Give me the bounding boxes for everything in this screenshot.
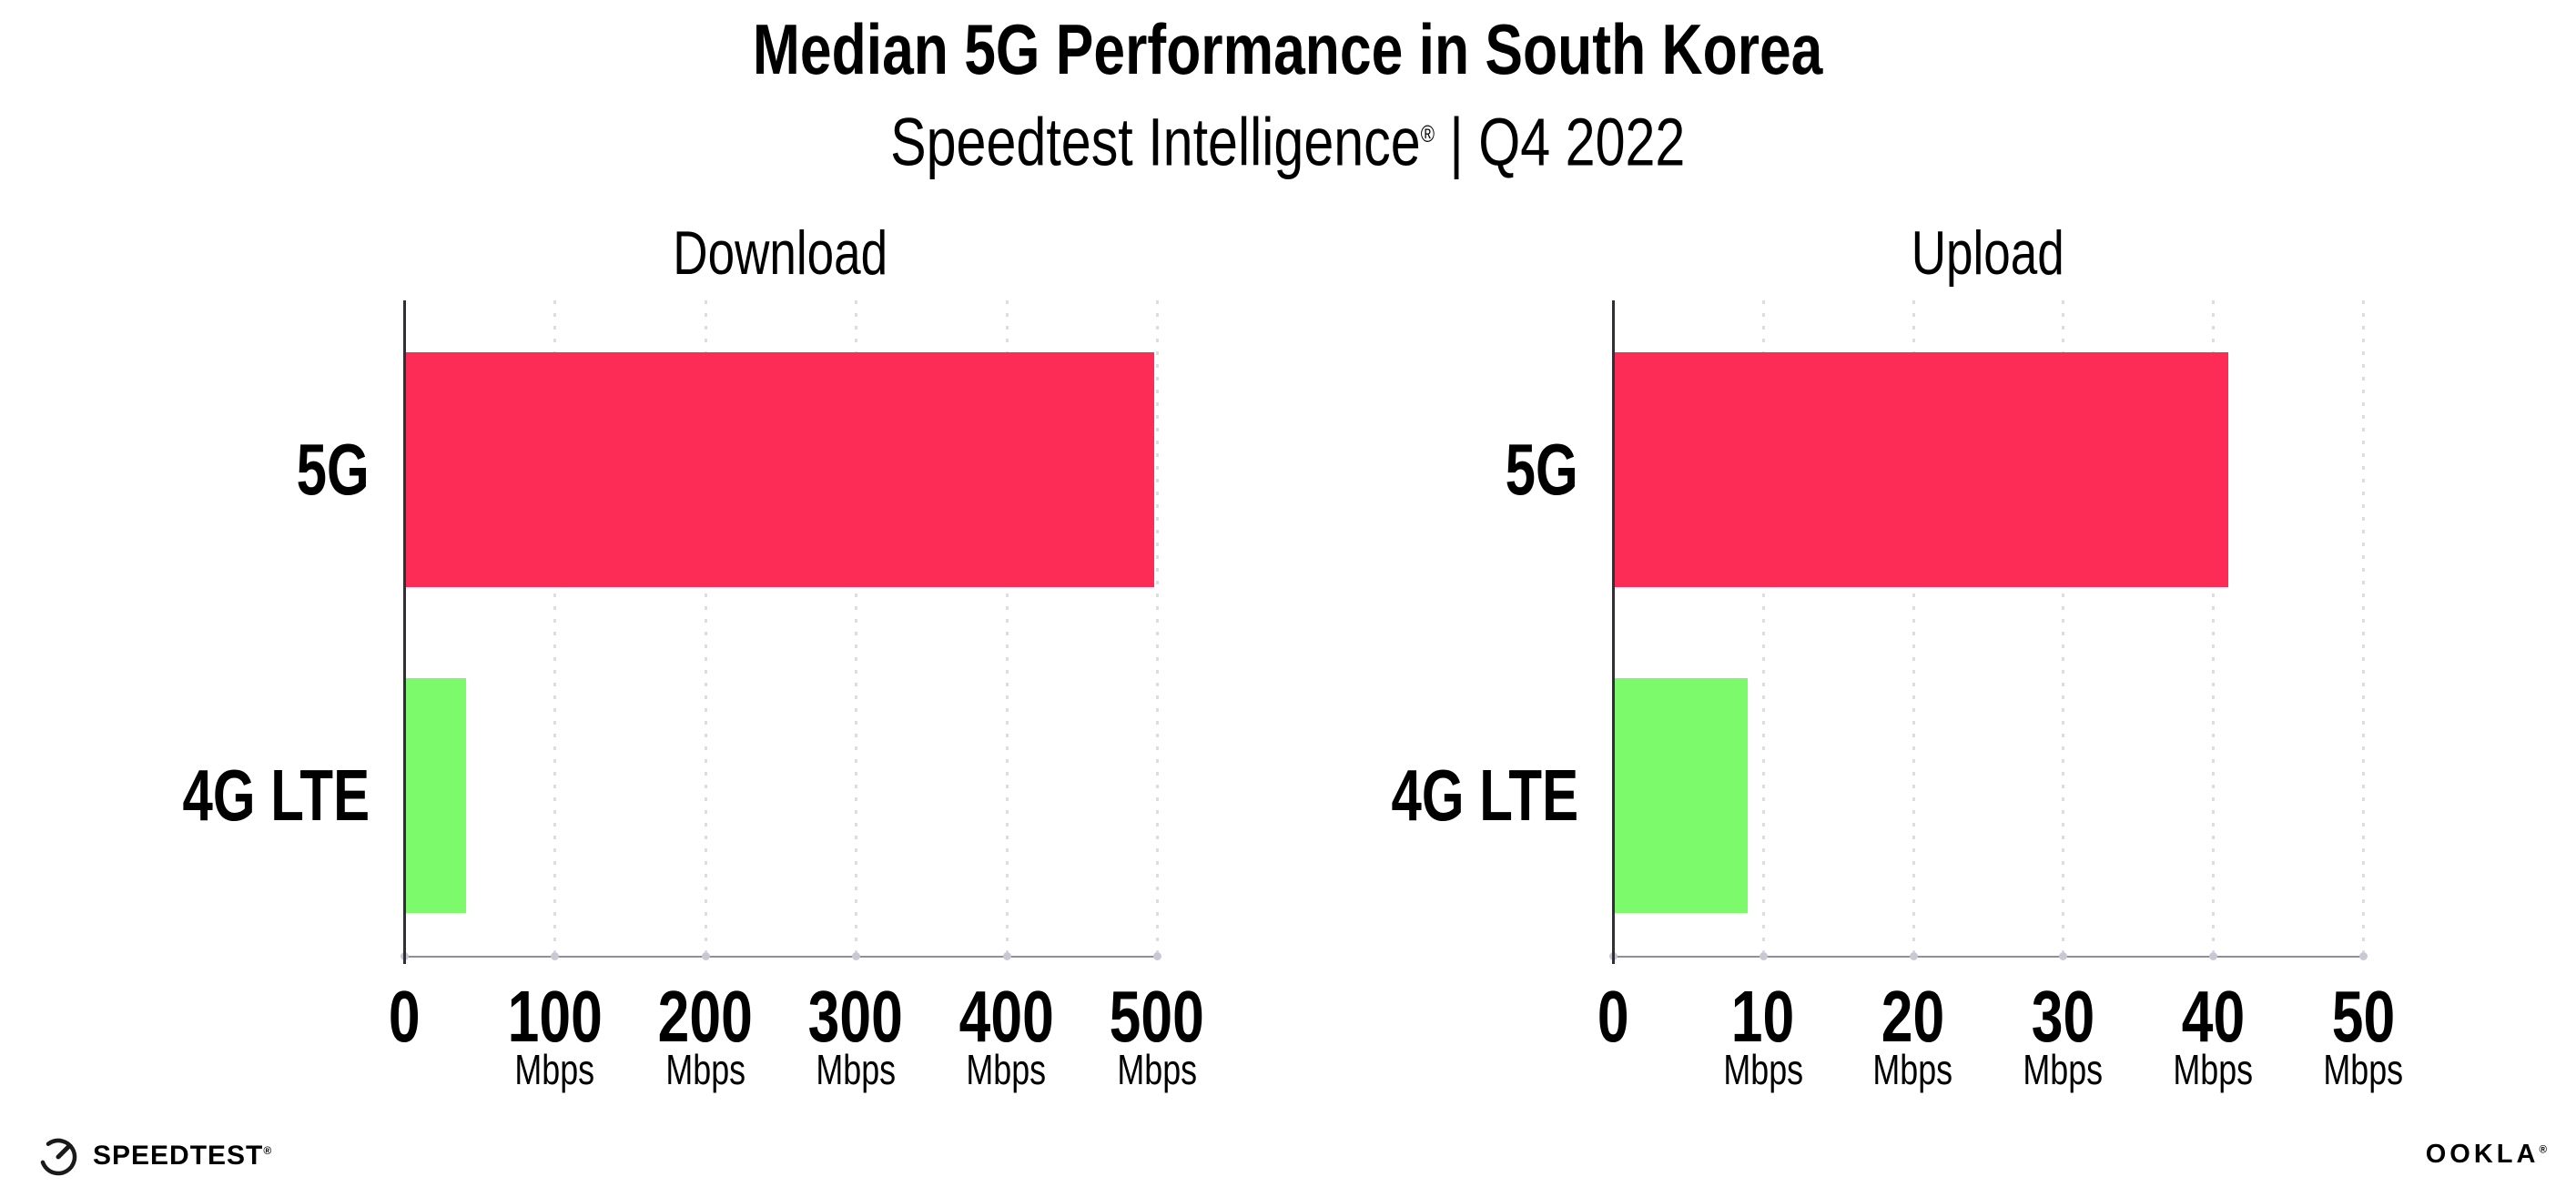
- tick-label-text: 500: [1109, 976, 1205, 1057]
- tick-label-200: 200: [569, 979, 842, 1055]
- gridline-10: [1761, 300, 1765, 957]
- category-label-text: 4G LTE: [1391, 755, 1578, 836]
- tick-unit-200: Mbps: [569, 1047, 842, 1092]
- chart-title-upload: Upload: [1624, 217, 2352, 289]
- tick-unit-text: Mbps: [664, 1046, 745, 1093]
- category-label-4g-lte: 4G LTE: [0, 748, 370, 843]
- gridline-300: [855, 300, 858, 957]
- tick-label-0: 0: [268, 979, 541, 1055]
- chart-title-download: Download: [417, 217, 1145, 289]
- tick-unit-text: Mbps: [1722, 1046, 1803, 1093]
- chart-title-text: Download: [673, 218, 888, 288]
- tick-label-10: 10: [1627, 979, 1900, 1055]
- bar-5g: [1614, 352, 2228, 587]
- tick-unit-text: Mbps: [2173, 1046, 2254, 1093]
- speedtest-logo: SPEEDTEST®: [36, 1131, 272, 1182]
- gridline-100: [553, 300, 557, 957]
- axis-dot-20: [1909, 952, 1918, 960]
- tick-unit-500: Mbps: [1020, 1047, 1293, 1092]
- axis-dot-300: [852, 952, 861, 960]
- tick-unit-10: Mbps: [1627, 1047, 1900, 1092]
- tick-label-text: 50: [2331, 976, 2395, 1057]
- tick-unit-400: Mbps: [870, 1047, 1143, 1092]
- axis-dot-10: [1759, 952, 1768, 960]
- ookla-registered-mark: ®: [2539, 1143, 2547, 1156]
- category-label-text: 5G: [1505, 429, 1578, 510]
- tick-unit-300: Mbps: [719, 1047, 992, 1092]
- tick-label-text: 30: [2031, 976, 2095, 1057]
- tick-label-text: 40: [2181, 976, 2245, 1057]
- tick-unit-100: Mbps: [418, 1047, 691, 1092]
- tick-label-500: 500: [1020, 979, 1293, 1055]
- page-title: Median 5G Performance in South Korea: [753, 9, 1823, 89]
- bar-5g: [405, 352, 1154, 587]
- y-axis-line: [1612, 300, 1615, 964]
- tick-label-40: 40: [2076, 979, 2349, 1055]
- category-label-4g-lte: 4G LTE: [1069, 748, 1578, 843]
- subtitle-brand: Speedtest Intelligence: [890, 104, 1421, 180]
- tick-unit-text: Mbps: [2023, 1046, 2104, 1093]
- tick-unit-text: Mbps: [816, 1046, 897, 1093]
- tick-label-text: 400: [958, 976, 1054, 1057]
- plot-area-upload: [1609, 300, 2368, 964]
- tick-label-300: 300: [719, 979, 992, 1055]
- tick-label-0: 0: [1476, 979, 1749, 1055]
- tick-label-30: 30: [1926, 979, 2199, 1055]
- gridline-500: [1156, 300, 1159, 957]
- x-axis-line: [404, 956, 1157, 958]
- tick-label-text: 20: [1881, 976, 1945, 1057]
- gridline-40: [2212, 300, 2216, 957]
- gridline-200: [704, 300, 707, 957]
- tick-unit-text: Mbps: [2323, 1046, 2403, 1093]
- tick-unit-20: Mbps: [1777, 1047, 2050, 1092]
- registered-mark: ®: [1420, 122, 1435, 147]
- tick-label-text: 0: [1597, 976, 1629, 1057]
- tick-label-text: 100: [507, 976, 603, 1057]
- tick-unit-text: Mbps: [966, 1046, 1047, 1093]
- tick-unit-text: Mbps: [1872, 1046, 1953, 1093]
- tick-label-text: 200: [657, 976, 753, 1057]
- axis-dot-400: [1002, 952, 1011, 960]
- category-label-5g: 5G: [1069, 422, 1578, 517]
- tick-label-text: 0: [388, 976, 421, 1057]
- axis-dot-50: [2359, 952, 2368, 960]
- gridline-50: [2362, 300, 2365, 957]
- tick-label-text: 300: [808, 976, 904, 1057]
- tick-unit-40: Mbps: [2076, 1047, 2349, 1092]
- category-label-text: 4G LTE: [182, 755, 370, 836]
- speedtest-registered-mark: ®: [263, 1144, 273, 1157]
- axis-dot-30: [2059, 952, 2068, 960]
- gridline-20: [1912, 300, 1915, 957]
- plot-area-download: [401, 300, 1161, 964]
- category-label-5g: 5G: [0, 422, 370, 517]
- speedtest-gauge-icon: [39, 1138, 77, 1176]
- axis-dot-200: [701, 952, 710, 960]
- subtitle-period: | Q4 2022: [1435, 104, 1686, 180]
- tick-unit-text: Mbps: [514, 1046, 595, 1093]
- chart-title-text: Upload: [1911, 218, 2065, 288]
- gridline-400: [1005, 300, 1009, 957]
- tick-unit-text: Mbps: [1117, 1046, 1197, 1093]
- axis-dot-500: [1153, 952, 1161, 960]
- y-axis-line: [403, 300, 406, 964]
- speedtest-wordmark: SPEEDTEST®: [93, 1141, 273, 1171]
- tick-label-100: 100: [418, 979, 691, 1055]
- gridline-30: [2062, 300, 2065, 957]
- tick-unit-50: Mbps: [2226, 1047, 2500, 1092]
- axis-dot-40: [2209, 952, 2218, 960]
- tick-unit-30: Mbps: [1926, 1047, 2199, 1092]
- page-subtitle: Speedtest Intelligence® | Q4 2022: [0, 91, 2576, 187]
- bar-4g-lte: [405, 678, 466, 913]
- x-axis-line: [1613, 956, 2363, 958]
- tick-label-50: 50: [2226, 979, 2500, 1055]
- ookla-logo: OOKLA®: [2426, 1140, 2547, 1170]
- ookla-wordmark: OOKLA: [2425, 1140, 2540, 1169]
- axis-dot-100: [551, 952, 560, 960]
- tick-label-400: 400: [870, 979, 1143, 1055]
- tick-label-20: 20: [1777, 979, 2050, 1055]
- bar-4g-lte: [1614, 678, 1749, 913]
- tick-label-text: 10: [1731, 976, 1795, 1057]
- category-label-text: 5G: [296, 429, 370, 510]
